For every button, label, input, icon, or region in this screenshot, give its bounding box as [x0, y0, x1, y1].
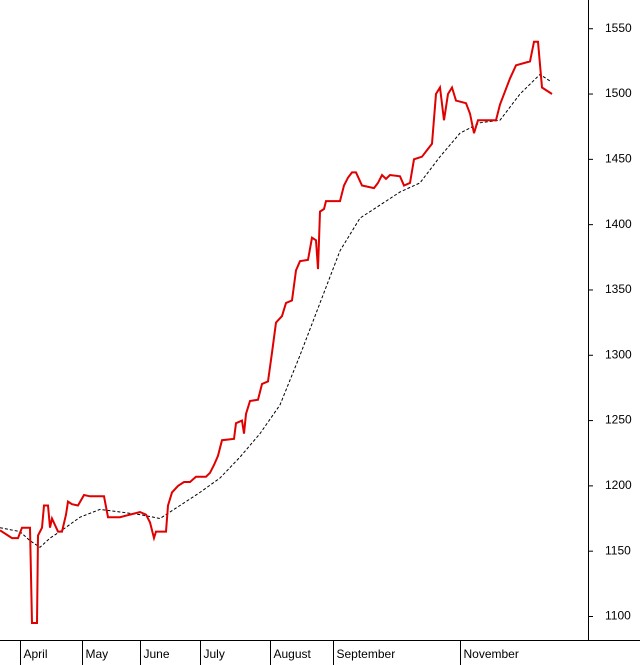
y-tick-label: 1100: [605, 609, 631, 623]
y-tick-label: 1550: [605, 21, 632, 35]
x-tick-label: July: [204, 647, 225, 661]
y-tick-label: 1400: [605, 217, 632, 231]
y-tick-label: 1500: [605, 86, 632, 100]
y-tick-label: 1300: [605, 347, 632, 361]
y-tick-label: 1200: [605, 478, 632, 492]
x-tick-label: May: [86, 647, 109, 661]
y-tick-label: 1150: [605, 543, 631, 557]
x-tick-label: August: [274, 647, 312, 661]
x-tick-label: June: [144, 647, 170, 661]
y-tick-label: 1450: [605, 152, 632, 166]
y-tick-label: 1250: [605, 413, 632, 427]
x-tick-label: November: [464, 647, 519, 661]
y-tick-label: 1350: [605, 282, 632, 296]
series-line: [0, 73, 551, 548]
x-tick-label: September: [337, 647, 396, 661]
x-tick-label: April: [24, 647, 48, 661]
series-line: [0, 40, 553, 624]
